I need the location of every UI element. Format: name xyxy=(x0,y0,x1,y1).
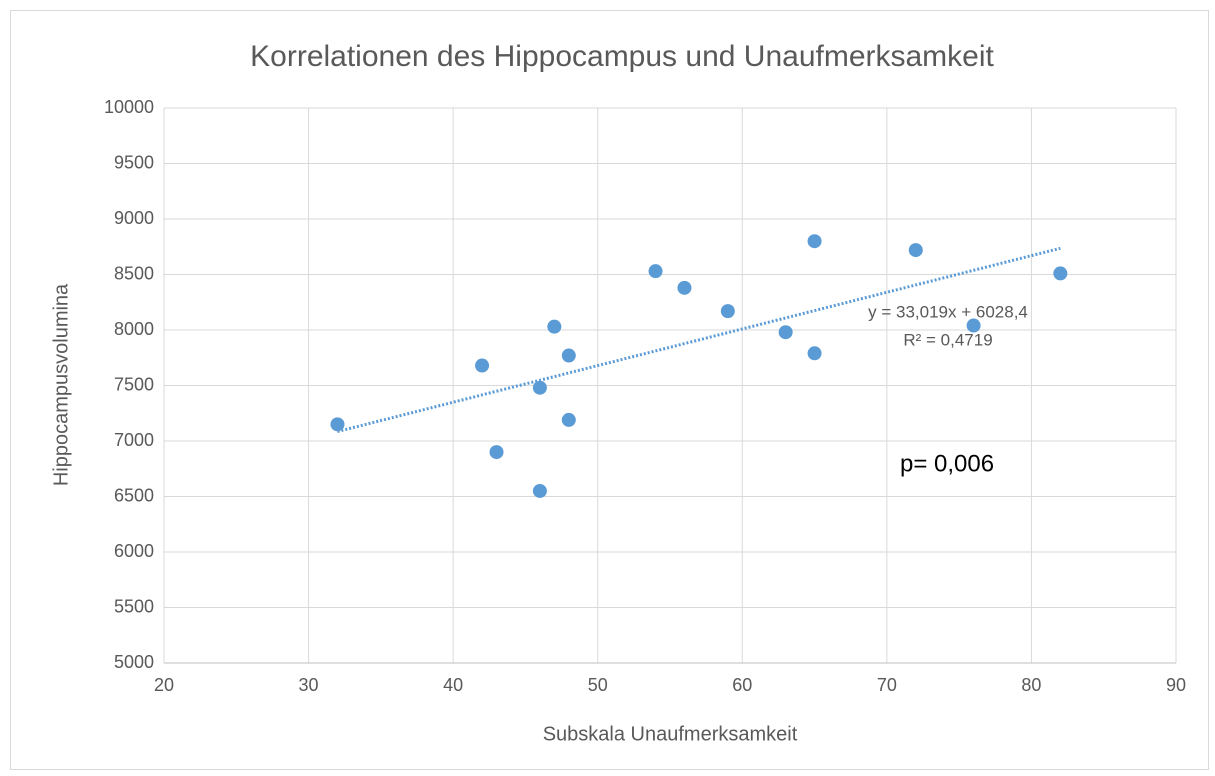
point xyxy=(648,264,663,279)
y-tick-label: 5500 xyxy=(114,596,154,616)
point xyxy=(532,380,547,395)
point xyxy=(489,445,504,460)
point xyxy=(720,304,735,319)
trendline-equation: y = 33,019x + 6028,4 xyxy=(868,302,1028,321)
point xyxy=(547,319,562,334)
point xyxy=(807,234,822,249)
point xyxy=(532,483,547,498)
y-axis-title: Hippocampusvolumina xyxy=(50,283,72,486)
y-tick-label: 8000 xyxy=(114,319,154,339)
y-tick-label: 6500 xyxy=(114,485,154,505)
chart-border xyxy=(10,10,1209,770)
chart-title: Korrelationen des Hippocampus und Unaufm… xyxy=(250,40,994,73)
x-tick-label: 60 xyxy=(732,675,752,695)
annotation: p= 0,006 xyxy=(900,450,994,477)
y-tick-label: 7500 xyxy=(114,374,154,394)
y-tick-label: 7000 xyxy=(114,430,154,450)
y-tick-label: 8500 xyxy=(114,263,154,283)
y-tick-label: 9000 xyxy=(114,208,154,228)
y-tick-label: 5000 xyxy=(114,652,154,672)
point xyxy=(966,318,981,333)
trendline xyxy=(337,246,1061,434)
x-tick-label: 50 xyxy=(588,675,608,695)
point xyxy=(807,346,822,361)
point xyxy=(778,325,793,340)
y-tick-label: 10000 xyxy=(104,97,154,117)
y-tick-label: 6000 xyxy=(114,541,154,561)
point xyxy=(561,412,576,427)
x-tick-label: 40 xyxy=(443,675,463,695)
y-tick-label: 9500 xyxy=(114,152,154,172)
x-tick-label: 20 xyxy=(154,675,174,695)
point xyxy=(330,417,345,432)
x-tick-label: 30 xyxy=(299,675,319,695)
point xyxy=(475,358,490,373)
point xyxy=(561,348,576,363)
point xyxy=(1053,266,1068,281)
point xyxy=(908,243,923,258)
x-tick-label: 90 xyxy=(1166,675,1186,695)
point xyxy=(677,280,692,295)
x-axis-title: Subskala Unaufmerksamkeit xyxy=(543,723,798,745)
trendline-r-squared: R² = 0,4719 xyxy=(903,330,992,349)
x-tick-label: 70 xyxy=(877,675,897,695)
x-tick-label: 80 xyxy=(1021,675,1041,695)
